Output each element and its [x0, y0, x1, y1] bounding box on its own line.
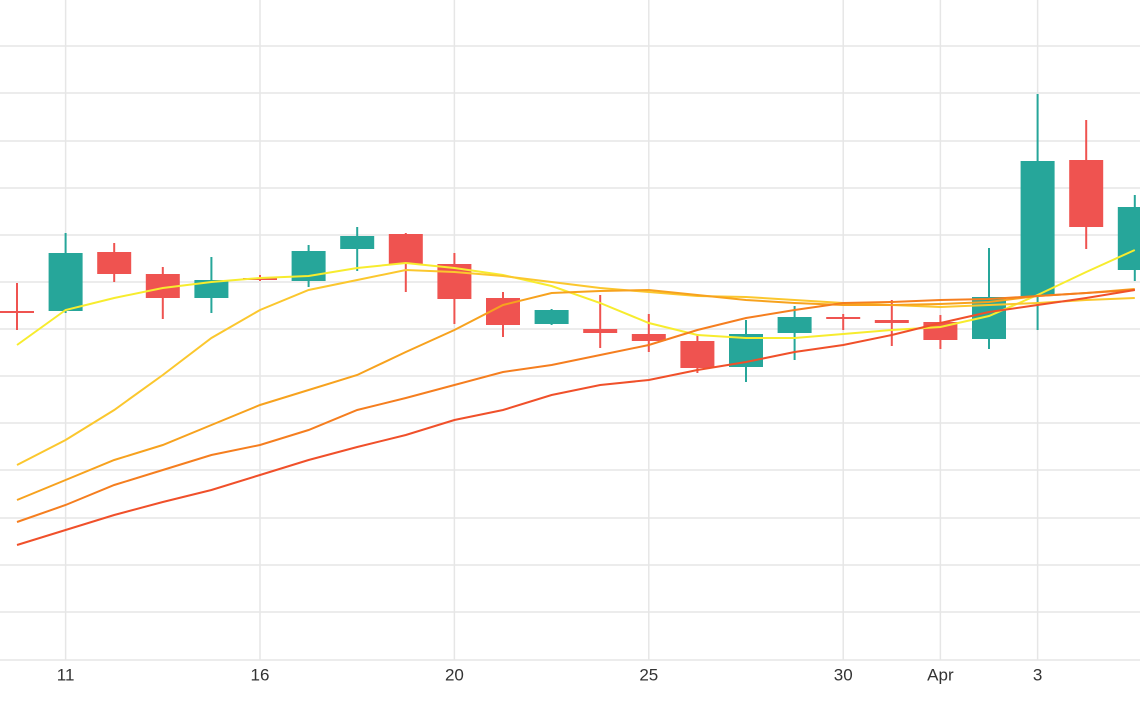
x-tick-label: 3 — [1033, 665, 1042, 684]
candle-body — [1020, 161, 1055, 296]
candle-body — [1069, 160, 1104, 227]
x-tick-label: 20 — [445, 665, 464, 684]
candle-body — [97, 252, 132, 274]
candle-body — [680, 341, 715, 368]
moving-average-line — [16, 268, 1135, 466]
moving-average-line — [16, 289, 1135, 523]
moving-average-line — [16, 288, 1135, 501]
x-tick-label: 25 — [639, 665, 658, 684]
candle-body — [583, 329, 618, 333]
candle-body — [631, 334, 666, 341]
candle-body — [874, 320, 909, 323]
candle-body — [923, 322, 958, 340]
candle-body — [48, 253, 83, 311]
moving-average-line — [16, 249, 1136, 346]
candle-body — [194, 280, 229, 298]
x-tick-label: Apr — [927, 665, 954, 684]
candle-body — [1117, 207, 1140, 270]
moving-average-line — [16, 289, 1135, 546]
candle-body — [777, 317, 812, 333]
candle-body — [388, 234, 423, 264]
candle-body — [534, 310, 569, 324]
x-tick-label: 16 — [251, 665, 270, 684]
x-tick-label: 11 — [57, 665, 75, 684]
candle-body — [340, 236, 375, 249]
candle-body — [826, 317, 861, 319]
candle-body — [0, 311, 34, 313]
x-tick-label: 30 — [834, 665, 853, 684]
